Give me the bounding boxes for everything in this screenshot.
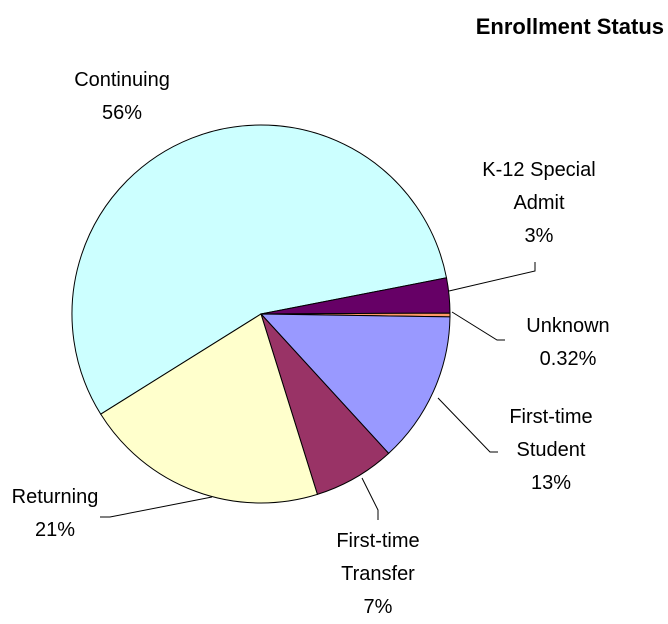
leader-line xyxy=(100,496,213,518)
category-label: K-12 Special Admit xyxy=(482,159,596,214)
slice-label: First-time Student 13% xyxy=(491,401,611,500)
slice-label: First-time Transfer 7% xyxy=(318,525,438,624)
leader-line xyxy=(437,397,498,453)
pie-slice xyxy=(71,124,448,415)
pie-slice xyxy=(259,313,451,455)
value-label: 13% xyxy=(530,472,572,494)
leader-line xyxy=(361,477,379,520)
pie-slice xyxy=(100,313,319,504)
slice-label: Unknown 0.32% xyxy=(508,310,628,376)
slice-label: Returning 21% xyxy=(0,481,110,547)
leader-line xyxy=(451,311,505,341)
slice-label: K-12 Special Admit 3% xyxy=(469,154,609,253)
category-label: First-time Transfer xyxy=(336,530,420,585)
slice-label: Continuing 56% xyxy=(52,64,192,130)
category-label: Unknown xyxy=(526,315,610,337)
chart-title: Enrollment Status xyxy=(475,14,664,39)
value-label: 7% xyxy=(363,596,393,618)
value-label: 3% xyxy=(524,225,554,247)
value-label: 56% xyxy=(101,102,143,124)
category-label: Continuing xyxy=(74,69,170,91)
category-label: Returning xyxy=(11,486,99,508)
value-label: 0.32% xyxy=(539,348,597,370)
leader-line xyxy=(448,262,536,292)
value-label: 21% xyxy=(34,519,76,541)
category-label: First-time Student xyxy=(509,406,593,461)
